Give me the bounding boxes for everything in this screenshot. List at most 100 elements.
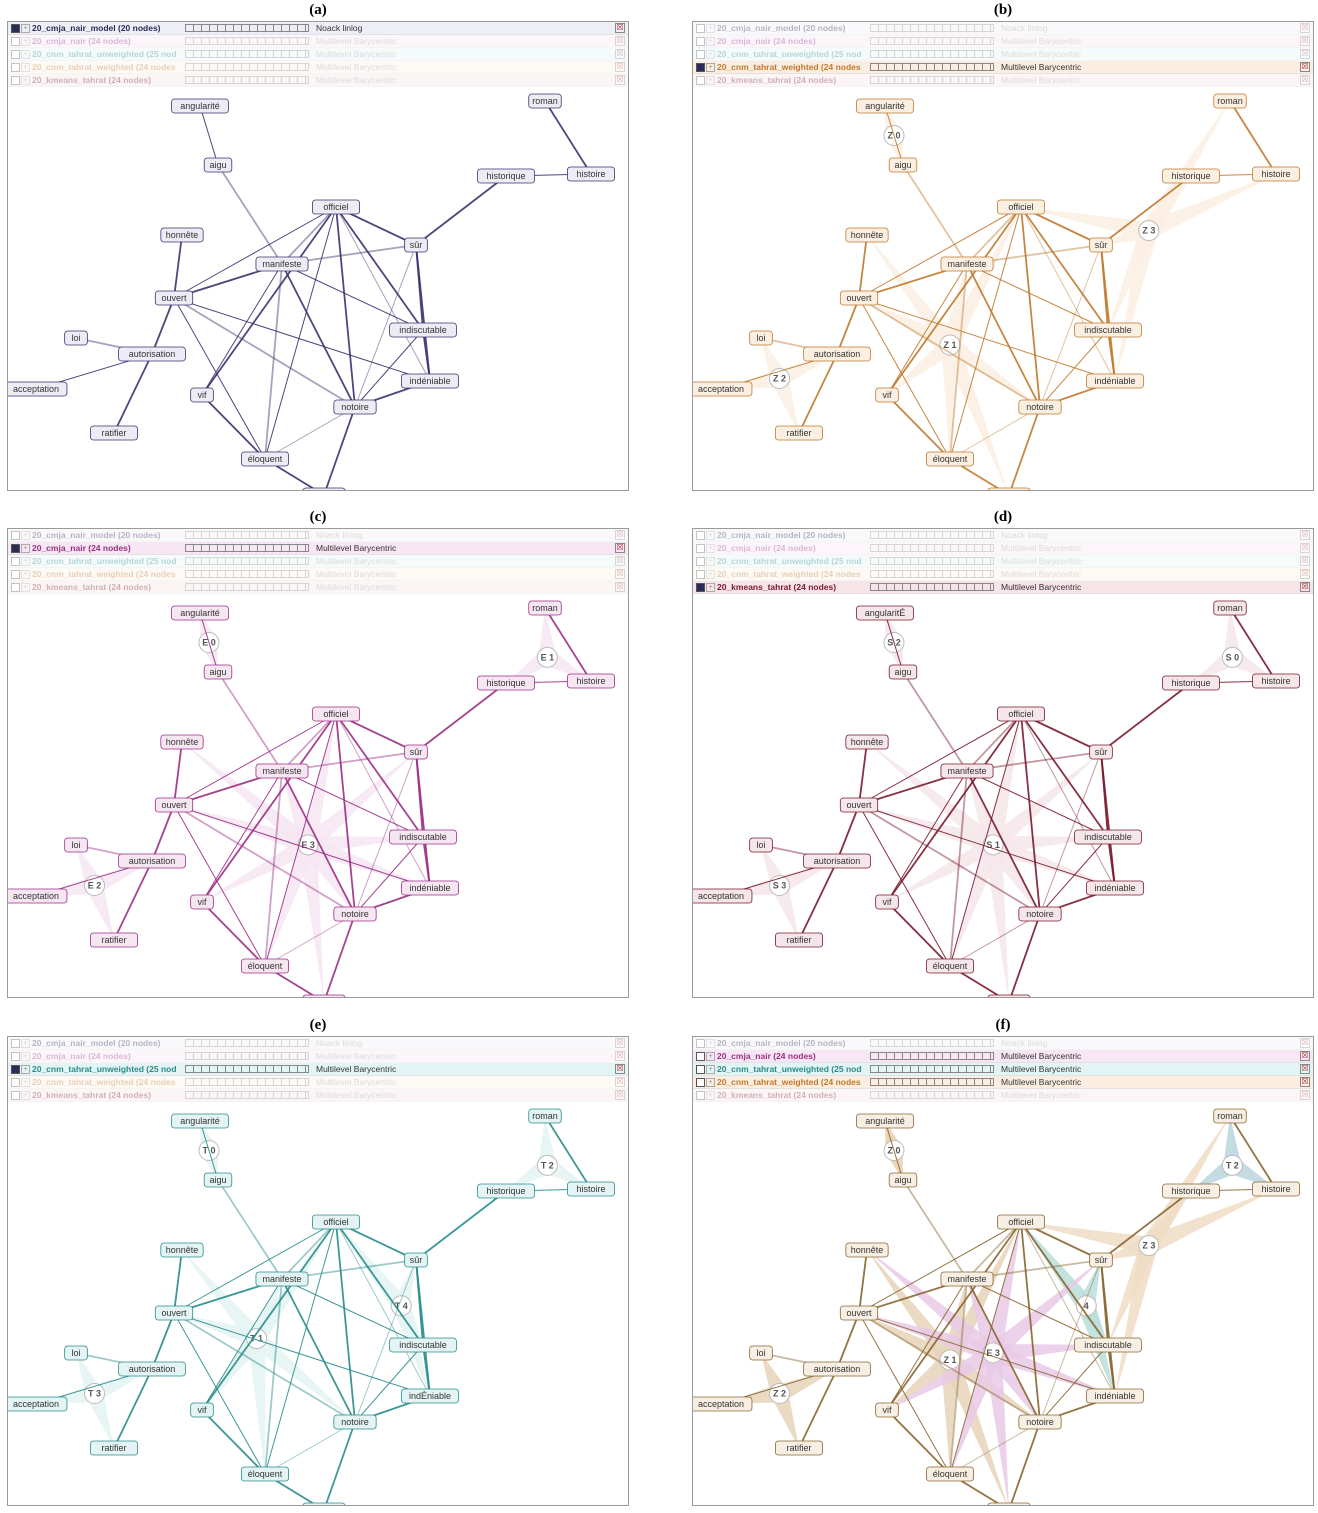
layer-visibility-checkbox[interactable] (11, 50, 20, 59)
layer-visibility-checkbox[interactable] (11, 570, 20, 579)
layer-visibility-checkbox[interactable] (11, 24, 20, 33)
graph-node[interactable]: officiel (311, 199, 360, 215)
layer-visibility-checkbox[interactable] (11, 583, 20, 592)
graph-node[interactable]: honnête (845, 734, 889, 750)
graph-node[interactable]: notoire (333, 399, 377, 415)
graph-node[interactable]: histoire (567, 166, 616, 182)
close-icon[interactable]: ☒ (615, 75, 625, 85)
graph-node[interactable]: indéniable (1086, 373, 1144, 389)
graph-canvas[interactable]: S 0S 1S 2S 3angularitÉaiguromanhistoireh… (693, 593, 1313, 998)
close-icon[interactable]: ☒ (1300, 556, 1310, 566)
graph-node[interactable]: officiel (996, 706, 1045, 722)
expand-icon[interactable]: + (21, 50, 30, 59)
layer-row[interactable]: +20_cnm_tahrat_weighted (24 nodes Multile… (693, 1076, 1313, 1089)
graph-node[interactable]: loi (749, 1345, 773, 1361)
close-icon[interactable]: ☒ (1300, 23, 1310, 33)
layer-visibility-checkbox[interactable] (696, 24, 705, 33)
graph-node[interactable]: angularité (856, 1113, 914, 1129)
graph-node[interactable]: indéniable (401, 373, 459, 389)
close-icon[interactable]: ☒ (1300, 569, 1310, 579)
layer-options-strip[interactable] (185, 37, 309, 45)
close-icon[interactable]: ☒ (1300, 62, 1310, 72)
graph-node[interactable]: angularité (856, 98, 914, 114)
close-icon[interactable]: ☒ (1300, 1038, 1310, 1048)
cluster-center[interactable] (1138, 1235, 1160, 1257)
close-icon[interactable]: ☒ (615, 1064, 625, 1074)
graph-node[interactable]: loi (64, 837, 88, 853)
graph-node[interactable]: manifeste (255, 763, 309, 779)
graph-node[interactable]: notoire (333, 906, 377, 922)
layer-row[interactable]: +20_cnm_tahrat_unweighted (25 nod Multile… (693, 48, 1313, 61)
layer-row[interactable]: +20_cmja_nair (24 nodes) Multilevel Baryc… (8, 1050, 628, 1063)
graph-node[interactable]: manifeste (255, 1271, 309, 1287)
layer-row[interactable]: +20_cnm_tahrat_unweighted (25 nod Multile… (693, 555, 1313, 568)
graph-node[interactable]: loi (64, 1345, 88, 1361)
layer-options-strip[interactable] (185, 1052, 309, 1060)
layer-options-strip[interactable] (185, 531, 309, 539)
layer-visibility-checkbox[interactable] (696, 544, 705, 553)
graph-node[interactable]: typique (987, 1502, 1031, 1506)
expand-icon[interactable]: + (21, 1065, 30, 1074)
layer-row[interactable]: +20_cmja_nair_model (20 nodes) Noack linl… (8, 529, 628, 542)
graph-node[interactable]: manifeste (255, 256, 309, 272)
layer-options-strip[interactable] (870, 76, 994, 84)
graph-node[interactable]: vif (190, 894, 214, 910)
graph-node[interactable]: aigu (203, 1172, 233, 1188)
layer-row[interactable]: +20_cnm_tahrat_unweighted (25 nod Multile… (8, 48, 628, 61)
expand-icon[interactable]: + (21, 557, 30, 566)
graph-node[interactable]: sûr (404, 744, 428, 760)
graph-node[interactable]: indiscutable (389, 322, 457, 338)
graph-node[interactable]: ratifier (775, 932, 824, 948)
graph-node[interactable]: éloquent (240, 958, 289, 974)
layer-row[interactable]: +20_cnm_tahrat_unweighted (25 nod Multile… (8, 555, 628, 568)
cluster-center[interactable] (246, 1328, 268, 1350)
layer-row[interactable]: +20_kmeans_tahrat (24 nodes) Multilevel B… (8, 1089, 628, 1102)
graph-node[interactable]: angularité (171, 1113, 229, 1129)
layer-options-strip[interactable] (185, 63, 309, 71)
graph-node[interactable]: acceptation (8, 1396, 68, 1412)
graph-node[interactable]: indiscutable (1074, 1337, 1142, 1353)
cluster-center[interactable] (84, 875, 105, 896)
graph-node[interactable]: honnête (845, 227, 889, 243)
layer-visibility-checkbox[interactable] (696, 1091, 705, 1100)
graph-node[interactable]: indiscutable (389, 829, 457, 845)
close-icon[interactable]: ☒ (1300, 1077, 1310, 1087)
graph-canvas[interactable]: T 0T 1T 2T 3T 4angularitéaiguromanhistoi… (8, 1101, 628, 1506)
graph-node[interactable]: manifeste (940, 1271, 994, 1287)
expand-icon[interactable]: + (706, 50, 715, 59)
close-icon[interactable]: ☒ (1300, 543, 1310, 553)
graph-node[interactable]: officiel (311, 1214, 360, 1230)
layer-options-strip[interactable] (870, 1065, 994, 1073)
layer-visibility-checkbox[interactable] (11, 1091, 20, 1100)
layer-visibility-checkbox[interactable] (11, 544, 20, 553)
graph-node[interactable]: ratifier (90, 425, 139, 441)
layer-options-strip[interactable] (185, 1065, 309, 1073)
graph-node[interactable]: roman (528, 93, 562, 109)
graph-node[interactable]: roman (1213, 93, 1247, 109)
cluster-center[interactable] (536, 1154, 558, 1176)
layer-options-strip[interactable] (185, 544, 309, 552)
layer-visibility-checkbox[interactable] (11, 63, 20, 72)
graph-node[interactable]: officiel (311, 706, 360, 722)
expand-icon[interactable]: + (21, 76, 30, 85)
graph-node[interactable]: vif (875, 387, 899, 403)
graph-node[interactable]: histoire (1252, 166, 1301, 182)
layer-options-strip[interactable] (870, 24, 994, 32)
expand-icon[interactable]: + (21, 1091, 30, 1100)
graph-node[interactable]: honnête (160, 734, 204, 750)
graph-node[interactable]: ouvert (839, 290, 879, 306)
expand-icon[interactable]: + (21, 544, 30, 553)
graph-node[interactable]: loi (749, 837, 773, 853)
layer-options-strip[interactable] (870, 50, 994, 58)
graph-node[interactable]: roman (1213, 1108, 1247, 1124)
layer-row[interactable]: +20_cmja_nair (24 nodes) Multilevel Baryc… (8, 35, 628, 48)
graph-node[interactable]: notoire (333, 1414, 377, 1430)
graph-node[interactable]: indéniable (401, 880, 459, 896)
graph-node[interactable]: ouvert (154, 797, 194, 813)
graph-node[interactable]: histoire (1252, 673, 1301, 689)
close-icon[interactable]: ☒ (615, 1038, 625, 1048)
layer-visibility-checkbox[interactable] (696, 1052, 705, 1061)
graph-node[interactable]: vif (875, 1402, 899, 1418)
graph-node[interactable]: ouvert (154, 290, 194, 306)
graph-node[interactable]: historique (477, 675, 535, 691)
